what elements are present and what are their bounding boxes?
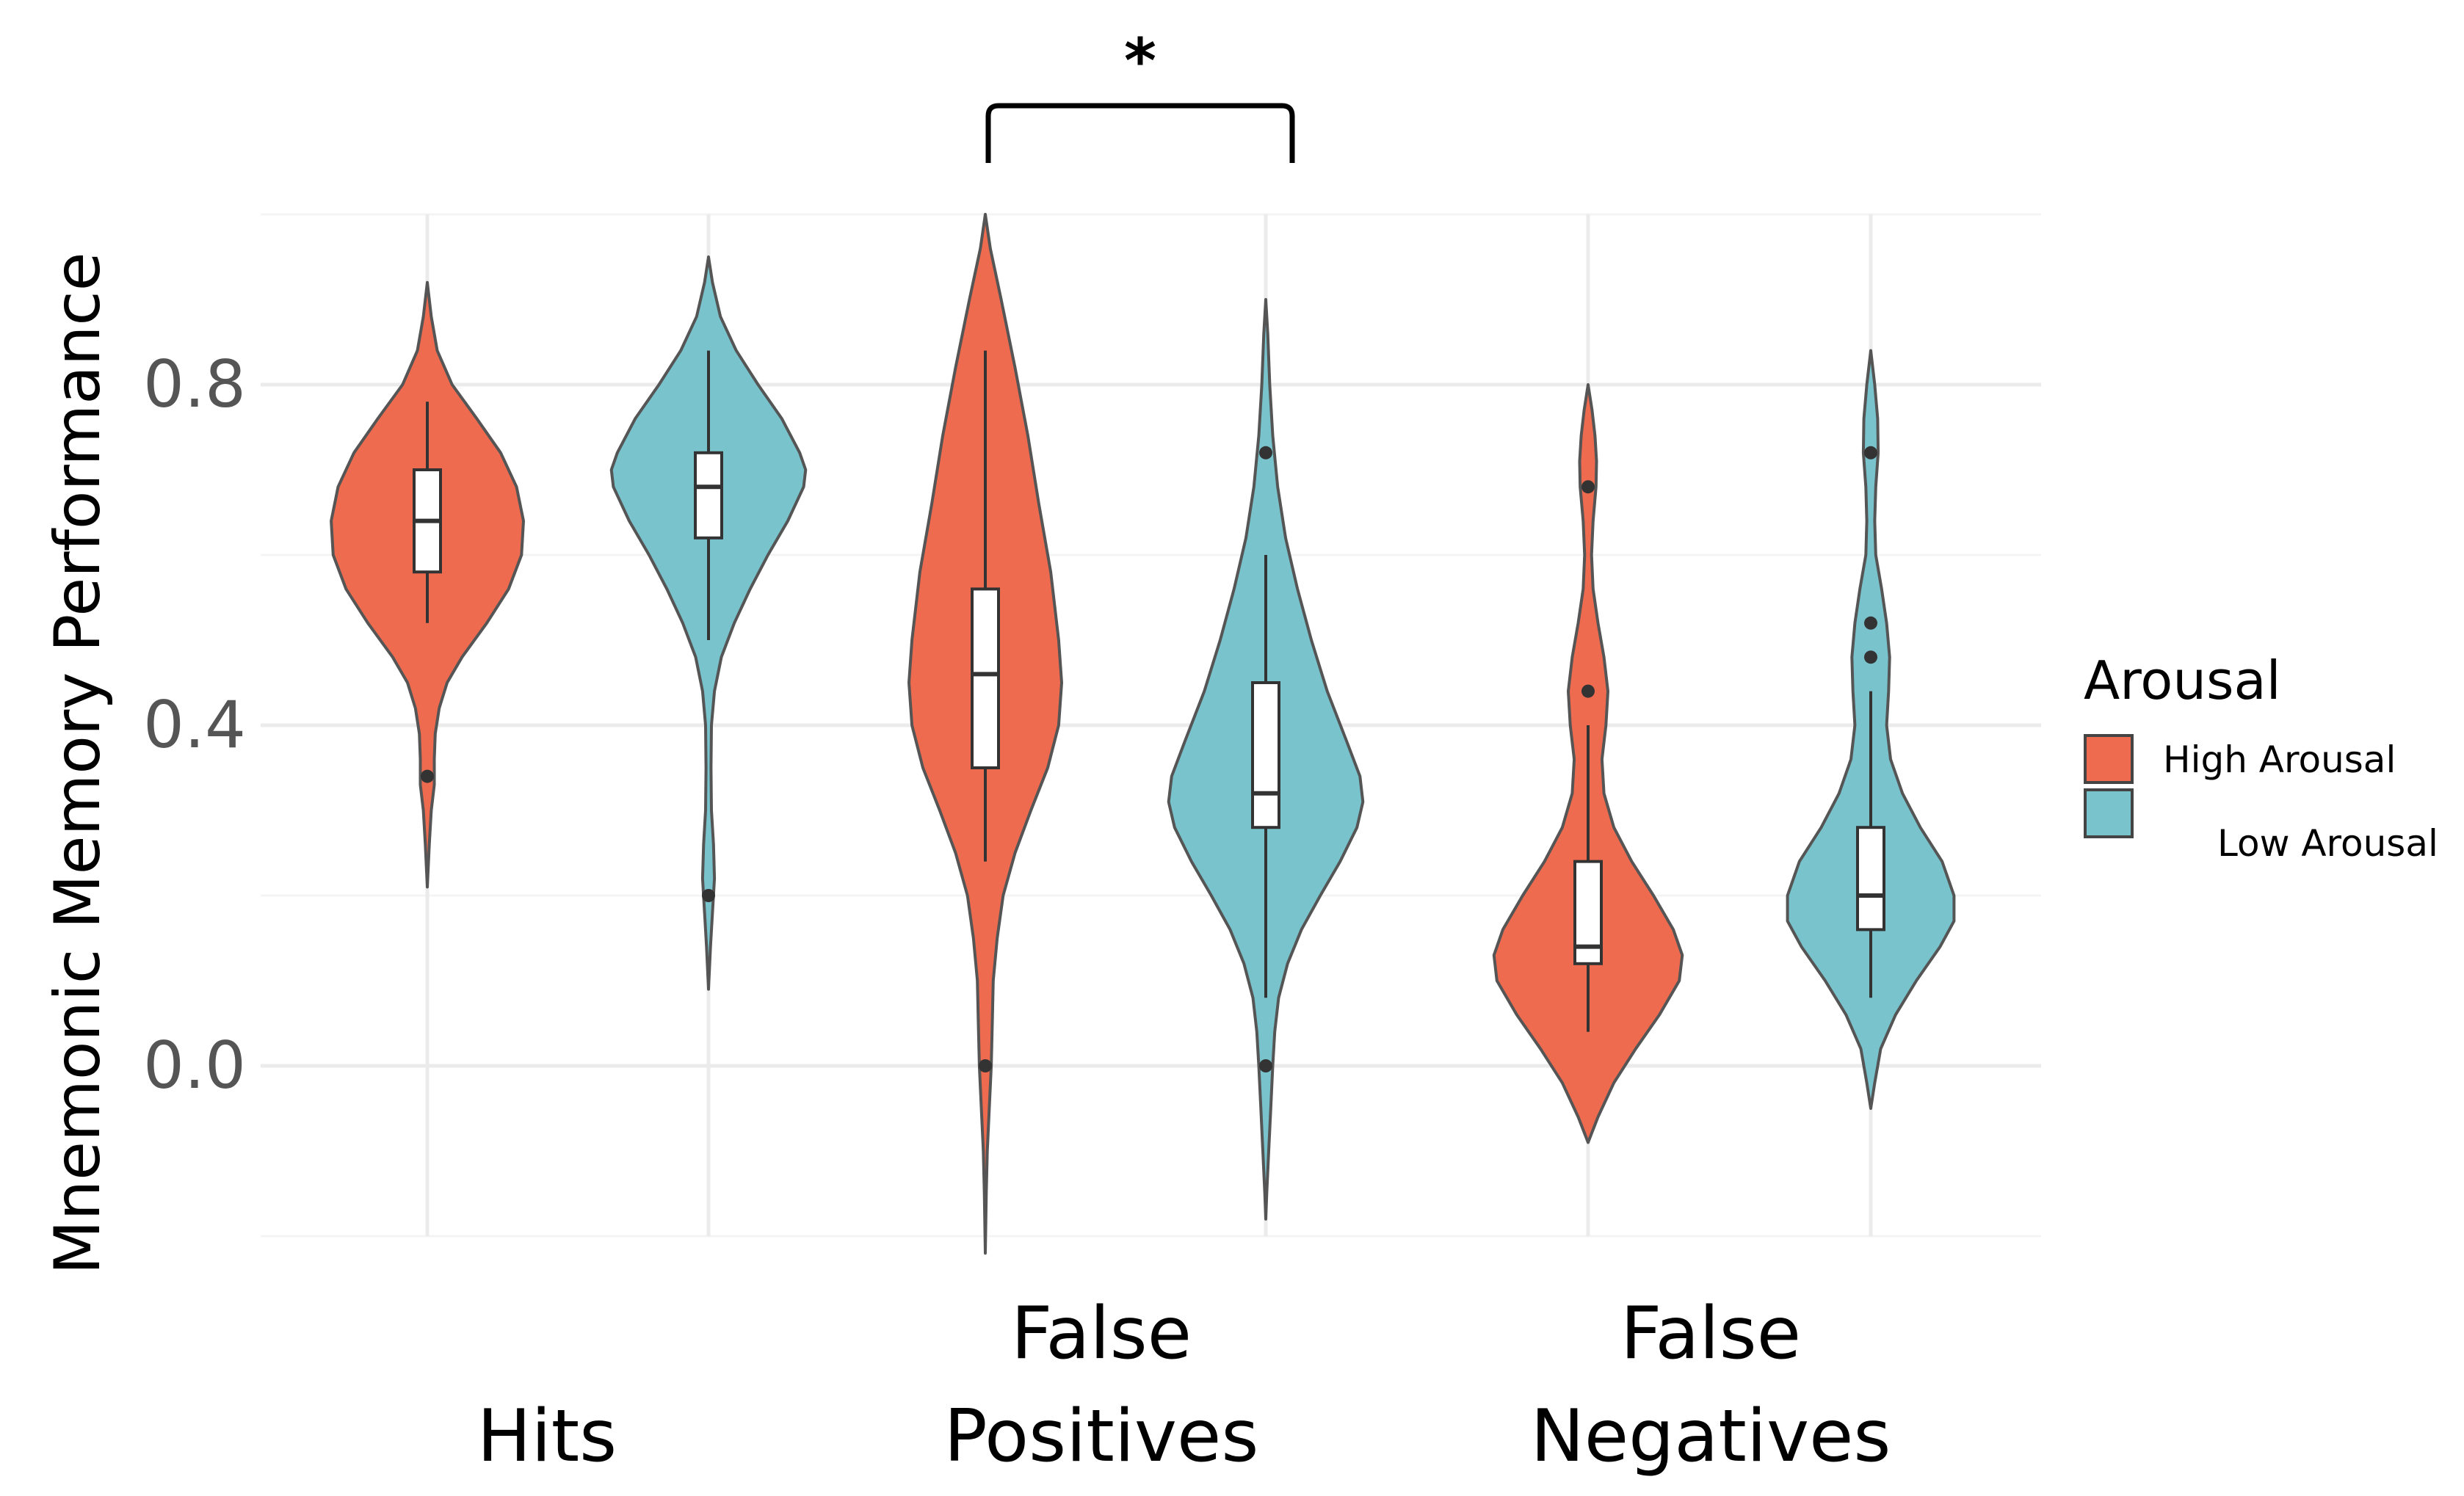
violin-hits-low-arousal bbox=[609, 255, 808, 991]
violin-false-negatives-high-arousal bbox=[1492, 383, 1684, 1144]
x-category-label: Positives bbox=[944, 1395, 1259, 1478]
outlier-point bbox=[1259, 446, 1272, 460]
violin-series bbox=[330, 213, 1956, 1255]
y-axis: 0.0 0.4 0.8 bbox=[143, 346, 246, 1103]
x-category-labels: Hits False Positives False Negatives bbox=[477, 1292, 1891, 1478]
legend: Arousal High Arousal Low Arousal bbox=[2084, 650, 2438, 865]
outlier-point bbox=[1864, 616, 1877, 630]
box-iqr bbox=[971, 587, 1000, 770]
violin-hits-high-arousal bbox=[330, 280, 525, 889]
y-tick-label: 0.0 bbox=[143, 1028, 246, 1103]
violin-false-positives-high-arousal bbox=[907, 213, 1063, 1255]
legend-label-high-arousal: High Arousal bbox=[2163, 738, 2396, 781]
box-iqr bbox=[694, 451, 723, 540]
x-category-label: False bbox=[1011, 1292, 1192, 1376]
violin-false-negatives-low-arousal bbox=[1786, 349, 1956, 1110]
y-axis-title: Mnemonic Memory Performance bbox=[41, 252, 115, 1274]
significance-bracket-line bbox=[985, 103, 1295, 163]
legend-key-low-arousal bbox=[2084, 788, 2134, 838]
violin-false-positives-low-arousal bbox=[1167, 298, 1365, 1221]
legend-key-high-arousal bbox=[2084, 734, 2134, 784]
box-iqr bbox=[1856, 826, 1885, 932]
legend-title: Arousal bbox=[2084, 650, 2281, 711]
x-category-label: Hits bbox=[477, 1395, 617, 1478]
y-tick-label: 0.4 bbox=[143, 687, 246, 763]
outlier-point bbox=[979, 1059, 992, 1072]
legend-label-low-arousal: Low Arousal bbox=[2217, 822, 2438, 865]
outlier-point bbox=[1864, 650, 1877, 664]
outlier-point bbox=[1581, 480, 1595, 494]
grid-lines bbox=[261, 213, 2041, 1238]
significance-bracket: * bbox=[985, 25, 1295, 163]
box-iqr bbox=[1251, 681, 1280, 829]
y-tick-label: 0.8 bbox=[143, 346, 246, 422]
outlier-point bbox=[421, 769, 434, 783]
x-category-label: False bbox=[1620, 1292, 1801, 1376]
outlier-point bbox=[1259, 1059, 1272, 1072]
x-category-label: Negatives bbox=[1531, 1395, 1891, 1478]
significance-star: * bbox=[1124, 25, 1156, 97]
outlier-point bbox=[702, 889, 715, 902]
outlier-point bbox=[1581, 684, 1595, 698]
outlier-point bbox=[1864, 446, 1877, 460]
